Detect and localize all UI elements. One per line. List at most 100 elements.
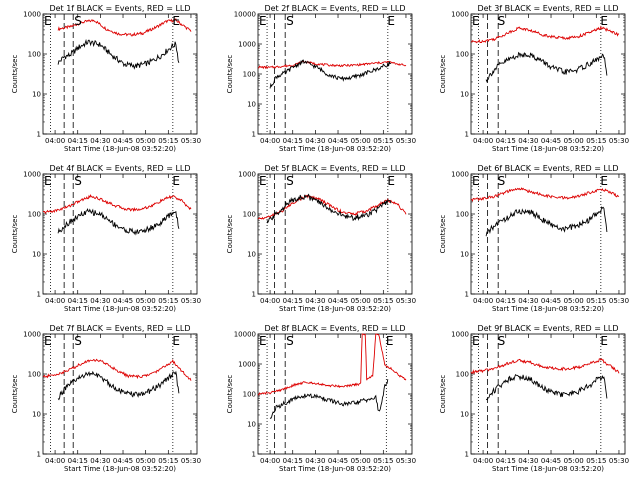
x-tick-label: 05:00 [351, 137, 371, 145]
events-series-line [485, 206, 608, 237]
events-series-line [57, 370, 180, 401]
lld-series-line [257, 333, 407, 396]
x-tick-label: 04:15 [496, 297, 516, 305]
panel-title: Det 4f BLACK = Events, RED = LLD [49, 164, 190, 173]
y-tick-label: 1000 [451, 11, 469, 19]
event-marker-label: E [172, 174, 180, 188]
event-marker-label: S [498, 174, 506, 188]
y-tick-label: 100 [243, 391, 256, 399]
y-axis-label: Counts/sec [226, 375, 234, 414]
x-axis-label: Start Time (18-Jun-08 03:52:20) [279, 305, 391, 313]
panel-8: Det 8f BLACK = Events, RED = LLD 1 10 100 10… [226, 324, 416, 473]
x-tick-label: 04:00 [260, 297, 280, 305]
x-tick-label: 05:15 [586, 297, 606, 305]
x-tick-label: 04:00 [45, 457, 65, 465]
x-tick-label: 04:00 [473, 457, 493, 465]
y-axis-label: Counts/sec [11, 55, 19, 94]
x-tick-label: 04:45 [328, 297, 348, 305]
y-tick-label: 100 [243, 211, 256, 219]
panel-1: Det 1f BLACK = Events, RED = LLD 1 10 100 10… [11, 4, 201, 153]
lld-series-line [42, 194, 192, 215]
panel-2: Det 2f BLACK = Events, RED = LLD 1 10 100 10… [226, 4, 416, 153]
x-tick-label: 04:15 [68, 137, 88, 145]
x-tick-label: 05:00 [564, 457, 584, 465]
y-axis-label: Counts/sec [11, 215, 19, 254]
x-tick-label: 04:30 [90, 457, 110, 465]
event-marker-label: E [600, 174, 608, 188]
y-tick-label: 100 [243, 71, 256, 79]
x-axis-label: Start Time (18-Jun-08 03:52:20) [279, 145, 391, 153]
plot-frame [470, 13, 626, 135]
event-marker-label: S [286, 174, 294, 188]
x-tick-label: 04:15 [283, 457, 303, 465]
events-series-line [269, 59, 391, 89]
plot-frame [257, 173, 413, 295]
x-tick-label: 04:30 [305, 457, 325, 465]
event-marker-label: S [286, 14, 294, 28]
event-marker-label: E [472, 174, 480, 188]
y-tick-label: 10 [32, 411, 41, 419]
event-marker-label: S [498, 14, 506, 28]
event-marker-label: E [259, 334, 267, 348]
event-marker-label: E [387, 174, 395, 188]
x-tick-label: 05:00 [564, 137, 584, 145]
y-tick-label: 10 [32, 251, 41, 259]
event-marker-label: E [386, 334, 394, 348]
x-tick-label: 04:30 [518, 297, 538, 305]
event-marker-label: E [44, 174, 52, 188]
y-tick-label: 1 [252, 291, 256, 299]
y-tick-label: 100 [28, 211, 41, 219]
x-axis-label: Start Time (18-Jun-08 03:52:20) [64, 465, 176, 473]
x-tick-label: 05:00 [351, 457, 371, 465]
panel-4: Det 4f BLACK = Events, RED = LLD 1 10 100 10… [11, 164, 201, 313]
x-tick-label: 04:45 [113, 297, 133, 305]
y-tick-label: 1 [252, 451, 256, 459]
event-marker-label: E [387, 14, 395, 28]
x-tick-label: 05:15 [158, 297, 178, 305]
panel-title: Det 1f BLACK = Events, RED = LLD [49, 4, 190, 13]
events-series-line [485, 51, 608, 83]
x-tick-label: 05:15 [373, 457, 393, 465]
x-tick-label: 04:45 [113, 457, 133, 465]
lld-series-line [470, 187, 620, 202]
x-tick-label: 05:30 [396, 297, 416, 305]
x-tick-label: 04:15 [283, 297, 303, 305]
plot-frame [470, 173, 626, 295]
event-marker-label: E [472, 334, 480, 348]
x-tick-label: 05:15 [158, 137, 178, 145]
y-tick-label: 1 [465, 451, 469, 459]
x-tick-label: 04:30 [90, 137, 110, 145]
y-tick-label: 1 [37, 291, 41, 299]
events-series-line [485, 373, 608, 401]
x-tick-label: 04:45 [328, 457, 348, 465]
x-axis-label: Start Time (18-Jun-08 03:52:20) [492, 145, 604, 153]
plot-frame [42, 13, 198, 135]
y-axis-label: Counts/sec [439, 215, 447, 254]
y-tick-label: 1000 [238, 171, 256, 179]
lld-series-line [470, 25, 620, 44]
x-tick-label: 04:45 [541, 457, 561, 465]
x-tick-label: 05:00 [136, 137, 156, 145]
x-axis-label: Start Time (18-Jun-08 03:52:20) [279, 465, 391, 473]
y-axis-label: Counts/sec [439, 55, 447, 94]
y-tick-label: 10000 [234, 11, 256, 19]
y-axis-label: Counts/sec [439, 375, 447, 414]
panel-5: Det 5f BLACK = Events, RED = LLD 1 10 100 10… [226, 164, 416, 313]
y-tick-label: 1 [37, 451, 41, 459]
lld-series-line [42, 358, 192, 381]
panel-title: Det 8f BLACK = Events, RED = LLD [264, 324, 405, 333]
x-tick-label: 05:15 [373, 137, 393, 145]
x-tick-label: 04:30 [305, 137, 325, 145]
y-tick-label: 1000 [451, 331, 469, 339]
x-tick-label: 04:30 [90, 297, 110, 305]
event-marker-label: S [286, 334, 294, 348]
panel-3: Det 3f BLACK = Events, RED = LLD 1 10 100 10… [439, 4, 629, 153]
y-axis-label: Counts/sec [226, 215, 234, 254]
y-tick-label: 10000 [234, 331, 256, 339]
panel-title: Det 6f BLACK = Events, RED = LLD [477, 164, 618, 173]
events-series-line [269, 379, 389, 420]
y-tick-label: 1 [465, 291, 469, 299]
x-tick-label: 05:30 [609, 457, 629, 465]
event-marker-label: E [172, 334, 180, 348]
